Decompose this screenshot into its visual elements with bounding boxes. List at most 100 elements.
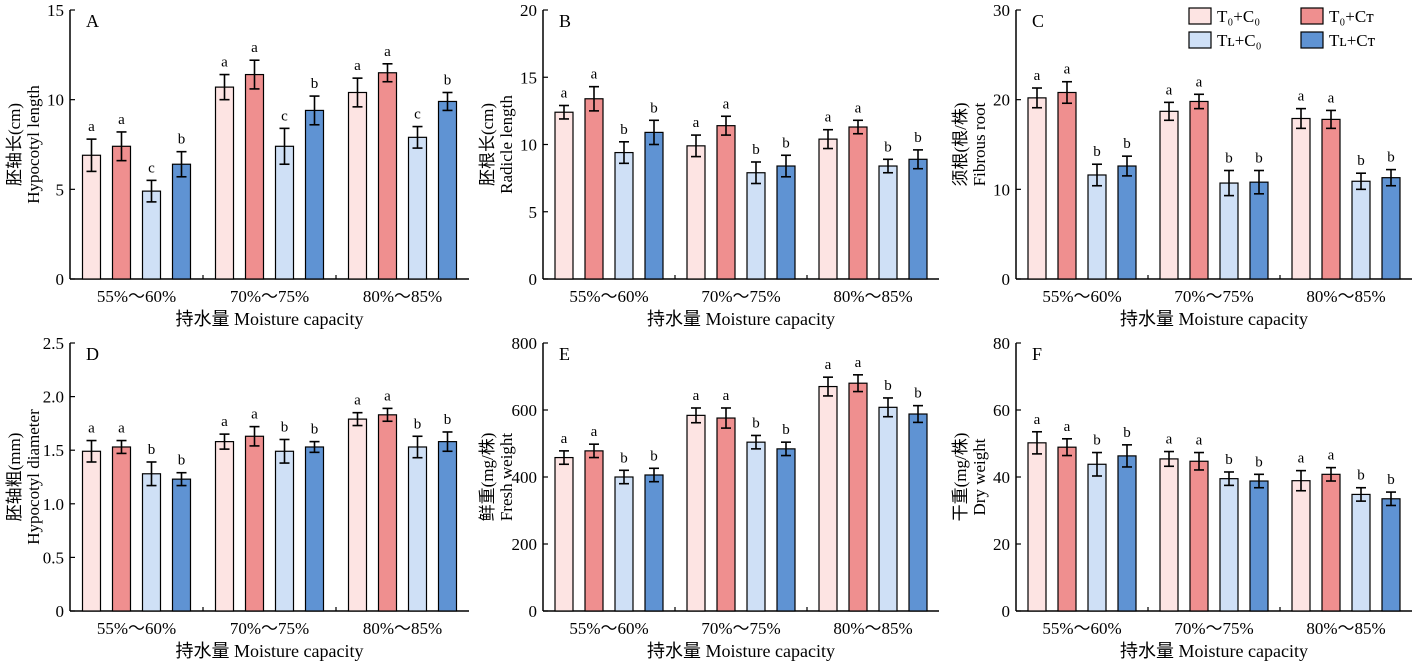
significance-letter: b [1387, 150, 1395, 166]
significance-letter: c [148, 160, 155, 176]
significance-letter: b [884, 139, 892, 155]
x-axis-title: 持水量 Moisture capacity [647, 309, 835, 329]
y-tick-label: 0 [529, 602, 538, 621]
panel-label: A [86, 11, 99, 31]
significance-letter: a [561, 431, 568, 447]
significance-letter: a [221, 414, 228, 430]
significance-letter: b [178, 132, 186, 148]
x-tick-label: 70%～75% [230, 619, 309, 638]
x-axis-title: 持水量 Moisture capacity [176, 309, 364, 329]
significance-letter: a [251, 40, 258, 56]
x-axis-title: 持水量 Moisture capacity [647, 641, 835, 661]
significance-letter: b [1357, 468, 1365, 484]
bar [304, 446, 325, 612]
bar [111, 145, 132, 280]
significance-letter: a [251, 407, 258, 423]
x-axis-title: 持水量 Moisture capacity [1120, 641, 1308, 661]
x-tick-label: 70%～75% [230, 287, 309, 306]
bar [347, 418, 368, 612]
significance-letter: b [148, 442, 156, 458]
significance-letter: a [354, 58, 361, 74]
bar [377, 72, 398, 280]
bar [1159, 110, 1179, 280]
bar [878, 165, 898, 280]
significance-letter: a [1166, 432, 1173, 448]
panel-label: E [559, 344, 570, 364]
chart-panel-b: 0 5 10 15 20 Ba a b b 55%～60% a a b b 70%～75% a a b b 80%～8… [478, 1, 939, 329]
y-axis-title-en: Hypocotyl length [24, 85, 43, 204]
significance-letter: b [1123, 425, 1131, 441]
significance-letter: b [1225, 151, 1233, 167]
bar [1219, 478, 1239, 612]
bar [1351, 493, 1371, 612]
bar [1057, 91, 1077, 280]
significance-letter: b [414, 416, 422, 432]
bar [848, 126, 868, 280]
significance-letter: a [1196, 74, 1203, 90]
bar [644, 131, 664, 280]
bar [1249, 181, 1269, 280]
significance-letter: a [354, 393, 361, 409]
x-tick-label: 55%～60% [97, 619, 176, 638]
bar [437, 441, 458, 612]
legend-swatch [1300, 7, 1324, 25]
y-tick-label: 1.0 [43, 495, 64, 514]
bar [716, 125, 736, 280]
bar [141, 190, 162, 280]
legend-item: T₀+Cᴛ [1300, 7, 1374, 26]
x-tick-label: 80%～85% [363, 619, 442, 638]
y-axis-title-cn: 鲜重(mg/株) [478, 433, 497, 522]
x-tick-label: 70%～75% [1174, 619, 1253, 638]
legend-item: Tʟ+Cᴛ [1300, 31, 1376, 50]
y-axis-title-cn: 胚根长(cm) [478, 103, 497, 186]
significance-letter: b [1123, 136, 1131, 152]
y-tick-label: 10 [520, 136, 537, 155]
bar [81, 154, 102, 280]
y-tick-label: 20 [993, 535, 1010, 554]
significance-letter: a [118, 421, 125, 437]
bar [1027, 97, 1047, 280]
y-tick-label: 40 [993, 468, 1010, 487]
significance-letter: b [1357, 153, 1365, 169]
legend-swatch [1300, 31, 1324, 49]
x-tick-label: 80%～85% [1306, 619, 1385, 638]
significance-letter: a [723, 388, 730, 404]
y-tick-label: 20 [520, 1, 537, 20]
x-tick-label: 80%～85% [363, 287, 442, 306]
significance-letter: b [650, 448, 658, 464]
significance-letter: b [444, 72, 452, 88]
significance-letter: a [1298, 89, 1305, 105]
bar [1291, 117, 1311, 280]
bar [244, 73, 265, 280]
bar [1219, 182, 1239, 280]
bar [584, 450, 604, 612]
significance-letter: a [88, 119, 95, 135]
significance-letter: a [693, 388, 700, 404]
y-tick-label: 5 [529, 203, 538, 222]
bar [614, 151, 634, 280]
legend: T₀+C₀ T₀+Cᴛ Tʟ+C₀ Tʟ+Cᴛ [1188, 7, 1376, 50]
bar [274, 450, 295, 612]
significance-letter: b [620, 450, 628, 466]
significance-letter: a [855, 100, 862, 116]
bar [377, 414, 398, 612]
bar [776, 448, 796, 612]
bar [878, 406, 898, 612]
legend-swatch [1188, 7, 1212, 25]
significance-letter: b [914, 130, 922, 146]
significance-letter: a [384, 388, 391, 404]
x-axis-title: 持水量 Moisture capacity [1120, 309, 1308, 329]
significance-letter: a [88, 421, 95, 437]
x-tick-label: 70%～75% [701, 287, 780, 306]
y-tick-label: 10 [47, 91, 64, 110]
bar [644, 474, 664, 612]
significance-letter: a [1328, 90, 1335, 106]
y-tick-label: 0 [56, 602, 65, 621]
bar [1249, 480, 1269, 612]
chart-panel-c: 0 10 20 30 Ca a b b 55%～60% a a b b 70%～75% a a b b 80%～85… [951, 1, 1412, 329]
bar [686, 414, 706, 612]
significance-letter: b [311, 422, 319, 438]
y-axis-title-en: Dry weight [970, 438, 989, 515]
x-tick-label: 70%～75% [701, 619, 780, 638]
